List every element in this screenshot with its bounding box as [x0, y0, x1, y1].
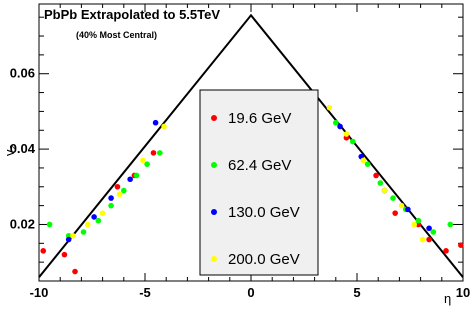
data-point — [46, 221, 53, 228]
data-point — [80, 229, 87, 235]
data-point — [398, 202, 405, 209]
data-point — [411, 221, 418, 228]
data-point — [114, 183, 121, 190]
data-point — [84, 221, 91, 228]
data-point — [144, 161, 150, 167]
x-tick-label: 5 — [353, 285, 360, 300]
legend-box — [199, 89, 319, 276]
y-tick-label: 0.04 — [10, 141, 36, 156]
data-point — [61, 251, 68, 258]
y-axis: 0.02 0.04 0.06 — [10, 16, 463, 263]
data-point — [458, 242, 464, 248]
data-point — [121, 187, 127, 194]
data-point — [72, 268, 78, 275]
data-point — [419, 236, 426, 243]
x-tick-label: 10 — [456, 285, 470, 300]
chart-title: PbPb Extrapolated to 5.5TeV — [44, 7, 220, 22]
data-point — [390, 195, 396, 201]
data-point — [373, 172, 379, 179]
data-point — [443, 248, 449, 254]
data-point — [108, 202, 114, 209]
y-axis-label: v₂ — [2, 144, 17, 156]
legend: 19.6 GeV 62.4 GeV 130.0 GeV 200.0 GeV — [199, 89, 319, 276]
data-point — [364, 161, 371, 167]
x-tick-label: -5 — [139, 285, 151, 300]
data-point — [426, 225, 432, 232]
data-point — [415, 217, 422, 224]
legend-marker — [211, 256, 217, 262]
data-point — [140, 157, 146, 164]
legend-label: 130.0 GeV — [228, 204, 300, 221]
data-points — [40, 104, 464, 275]
data-point — [116, 191, 123, 198]
data-point — [349, 138, 356, 145]
data-point — [381, 187, 388, 194]
data-point — [133, 172, 140, 179]
data-point — [405, 206, 411, 213]
legend-entries: 19.6 GeV 62.4 GeV 130.0 GeV 200.0 GeV — [211, 110, 300, 268]
data-point — [157, 150, 163, 156]
data-point — [150, 150, 157, 156]
legend-marker — [211, 209, 217, 215]
y-tick-label: 0.02 — [10, 216, 35, 231]
data-point — [326, 104, 333, 111]
legend-marker — [211, 162, 217, 168]
data-point — [152, 119, 159, 126]
data-point — [360, 157, 367, 164]
data-point — [430, 229, 437, 235]
data-point — [426, 236, 432, 243]
data-point — [392, 210, 398, 216]
data-point — [127, 176, 133, 183]
data-point — [108, 195, 114, 201]
x-tick-label: 0 — [247, 285, 254, 300]
legend-label: 19.6 GeV — [228, 110, 291, 127]
data-point — [40, 248, 47, 254]
data-point — [91, 214, 97, 220]
data-point — [65, 236, 72, 243]
data-point — [99, 210, 106, 216]
data-point — [447, 221, 454, 228]
x-tick-label: -10 — [30, 285, 49, 300]
data-point — [95, 217, 102, 224]
data-point — [161, 123, 167, 130]
extrapolation-line — [38, 13, 464, 278]
x-axis-label: η — [444, 291, 451, 306]
data-point — [70, 232, 76, 239]
data-point — [333, 119, 339, 126]
legend-label: 200.0 GeV — [228, 251, 300, 268]
data-point — [377, 180, 384, 186]
data-point — [343, 131, 350, 137]
legend-marker — [211, 115, 217, 121]
chart-subtitle: (40% Most Central) — [76, 30, 157, 40]
legend-label: 62.4 GeV — [228, 157, 291, 174]
y-tick-label: 0.06 — [10, 66, 35, 81]
data-point — [337, 123, 343, 130]
